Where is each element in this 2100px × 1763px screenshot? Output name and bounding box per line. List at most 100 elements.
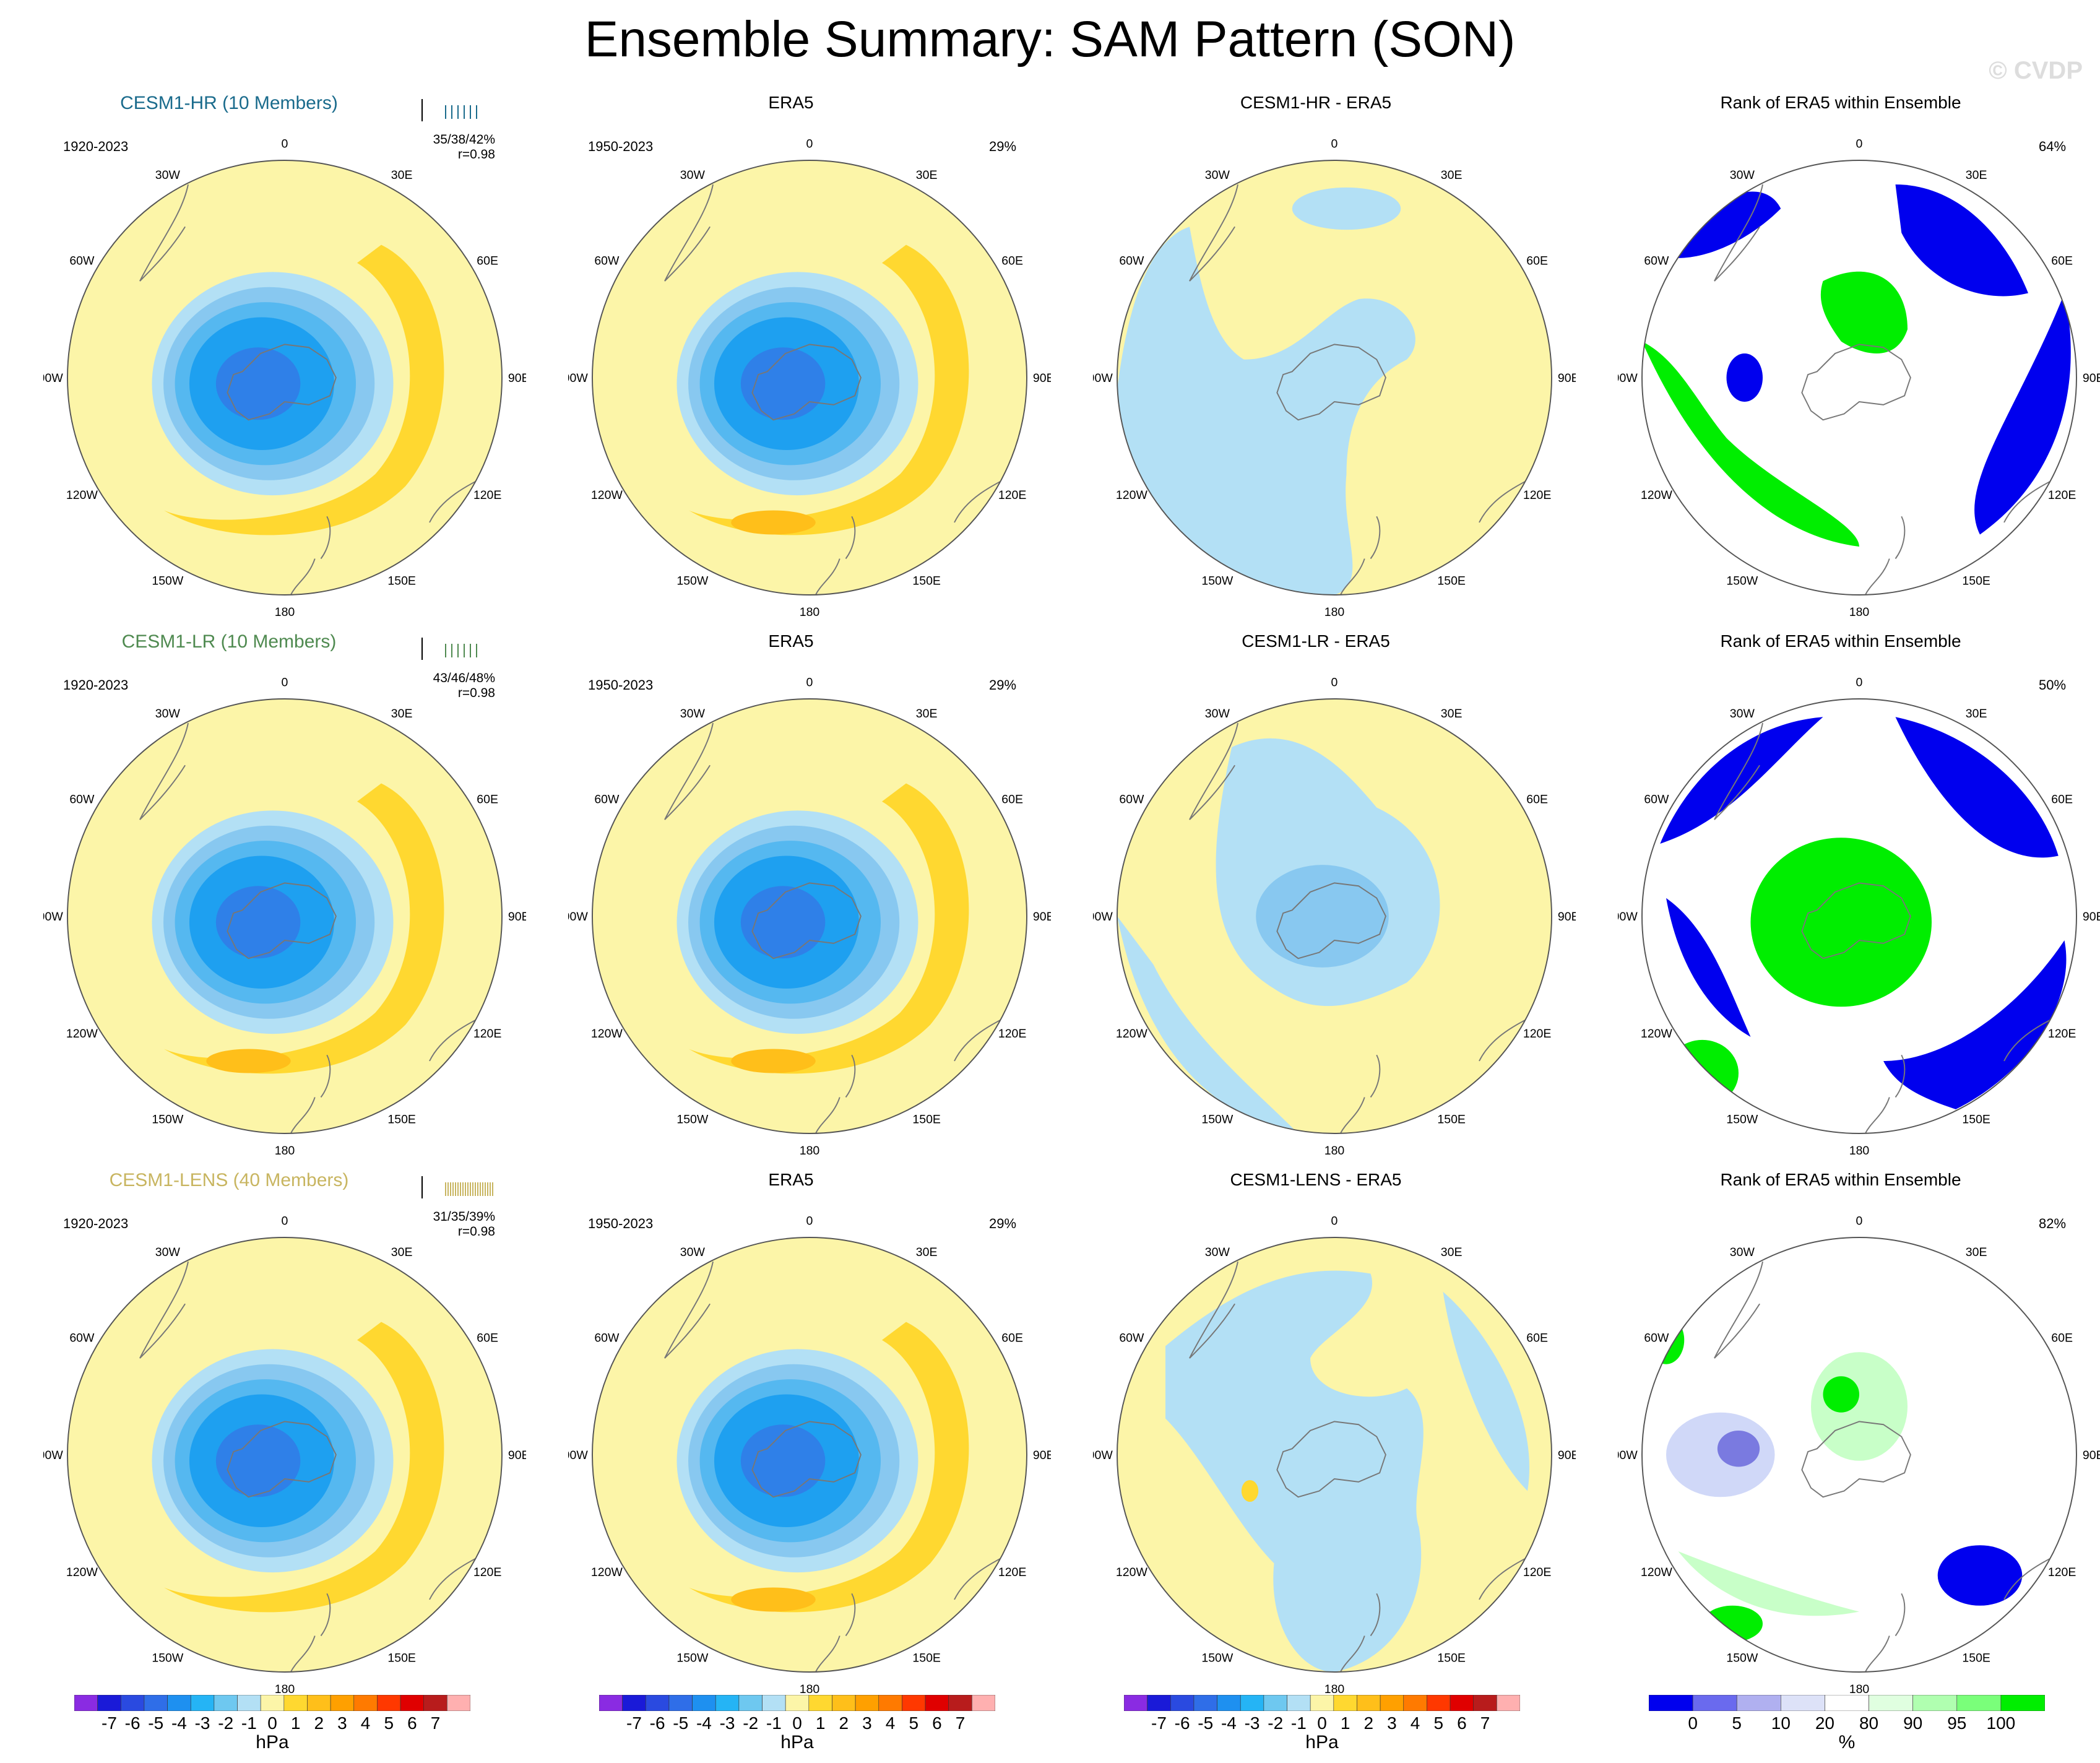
longitude-label: 0: [1856, 1215, 1863, 1228]
longitude-label: 60E: [1001, 254, 1023, 268]
longitude-label: 120E: [998, 488, 1027, 502]
colorbar-swatch: [832, 1694, 856, 1712]
colorbar-swatch: [1147, 1694, 1171, 1712]
longitude-label: 0: [1331, 137, 1338, 151]
new-zealand-coastline: [1864, 1593, 1906, 1672]
period-label: 1950-2023: [588, 139, 654, 154]
longitude-label: 180: [1324, 605, 1345, 619]
cvdp-watermark: © CVDP: [1989, 57, 2083, 84]
colorbar-swatch: [237, 1694, 261, 1712]
rank-percent: 50%: [2039, 677, 2067, 693]
antarctica-coastline: [1801, 882, 1911, 959]
rank-percent: 82%: [2039, 1216, 2067, 1231]
new-zealand-coastline: [1339, 516, 1381, 595]
south-america-coastline: [1189, 184, 1238, 282]
negative-difference-region: [1165, 1270, 1424, 1672]
panel-title: CESM1-LR (10 Members): [121, 631, 337, 652]
hpa-colorbar: -7 -6 -5 -4 -3 -2 -1 0 1 2 3 4 5 6 7 hPa: [74, 1694, 471, 1752]
antarctica-coastline: [227, 882, 337, 959]
longitude-label: 120E: [473, 488, 502, 502]
antarctica-coastline: [227, 1421, 337, 1498]
longitude-label: 30E: [916, 707, 938, 721]
colorbar-swatch: [645, 1694, 670, 1712]
longitude-label: 120E: [1523, 488, 1552, 502]
pattern-stats: 43/46/48% r=0.98: [396, 671, 495, 701]
africa-coastline: [930, 716, 979, 743]
rank-low-core: [1717, 1431, 1760, 1467]
colorbar-swatch: [97, 1694, 121, 1712]
colorbar-label: 2: [839, 1713, 849, 1733]
longitude-label: 180: [1849, 1144, 1870, 1158]
longitude-label: 60E: [477, 1332, 498, 1345]
longitude-label: 90E: [1033, 371, 1051, 385]
colorbar-swatch: [377, 1694, 401, 1712]
longitude-label: 120E: [2048, 1566, 2076, 1579]
negative-anomaly-contour-5: [740, 886, 826, 959]
colorbar-label: 1: [1340, 1713, 1350, 1733]
longitude-label: 120E: [998, 1027, 1027, 1041]
colorbar-label: 5: [384, 1713, 394, 1733]
rank-low-spot: [1726, 353, 1763, 402]
longitude-label: 60W: [1119, 1332, 1144, 1345]
colorbar-label: 2: [314, 1713, 324, 1733]
longitude-label: 60E: [1526, 1332, 1548, 1345]
antarctica-coastline: [751, 344, 862, 421]
colorbar-swatch: [1692, 1694, 1737, 1712]
panel-title: CESM1-HR (10 Members): [120, 93, 338, 113]
panel-title: CESM1-LENS (40 Members): [109, 1170, 349, 1190]
longitude-label: 90E: [1033, 910, 1051, 924]
longitude-label: 60E: [2051, 793, 2073, 807]
panel-title: ERA5: [768, 631, 814, 651]
positive-anomaly-max: [206, 1049, 291, 1073]
pattern-stats: 31/35/39% r=0.98: [396, 1210, 495, 1239]
longitude-label: 60E: [1001, 1332, 1023, 1345]
longitude-label: 150E: [1962, 1112, 1990, 1126]
colorbar-label: 4: [1410, 1713, 1420, 1733]
panel-title: ERA5: [768, 93, 814, 112]
longitude-label: 0: [282, 137, 288, 151]
rank-low-region: [1937, 1545, 2023, 1606]
colorbar-label: 1: [290, 1713, 301, 1733]
pct-variance-range: 43/46/48%: [433, 671, 495, 685]
model-panel: CESM1-HR (10 Members) 1920-2023 35/38/42% r…: [19, 93, 526, 625]
map-border: [67, 698, 503, 1134]
africa-coastline: [930, 178, 979, 205]
longitude-label: 90W: [568, 371, 588, 385]
colorbar-swatch: [1123, 1694, 1147, 1712]
new-zealand-coastline: [1864, 516, 1906, 595]
rank-high-region: [1820, 271, 1908, 353]
colorbar-swatch: [190, 1694, 215, 1712]
longitude-label: 90E: [1558, 1449, 1576, 1462]
rank-low-region: [1666, 898, 1751, 1037]
colorbar-unit: hPa: [780, 1732, 814, 1752]
map-border: [1641, 1237, 2077, 1673]
colorbar-label: -1: [1290, 1713, 1307, 1733]
colorbar-swatch: [785, 1694, 810, 1712]
colorbar-label: -2: [743, 1713, 759, 1733]
new-zealand-coastline: [290, 1593, 331, 1672]
polar-map: 0 30E 60E 90E 120E 150E 180 150W 120W 90W 60W 30W: [1093, 1215, 1576, 1696]
colorbar-label: -4: [696, 1713, 712, 1733]
colorbar-label: -5: [1198, 1713, 1214, 1733]
longitude-label: 90W: [1093, 371, 1113, 385]
longitude-label: 90E: [508, 371, 526, 385]
longitude-label: 0: [282, 1215, 288, 1228]
colorbar-swatch: [808, 1694, 832, 1712]
ensemble-member-strip: [421, 1176, 493, 1198]
colorbar-swatch: [762, 1694, 786, 1712]
colorbar-swatch: [353, 1694, 378, 1712]
longitude-label: 150W: [1201, 1651, 1234, 1665]
longitude-label: 0: [806, 1215, 813, 1228]
hpa-colorbar: -7 -6 -5 -4 -3 -2 -1 0 1 2 3 4 5 6 7 hPa: [598, 1694, 996, 1752]
longitude-label: 150E: [912, 1112, 941, 1126]
rank-panel: Rank of ERA5 within Ensemble 64% 0 30E 60E 90…: [1593, 93, 2100, 625]
longitude-label: 60E: [1001, 793, 1023, 807]
colorbar-swatch: [902, 1694, 926, 1712]
colorbar-swatch: [1403, 1694, 1427, 1712]
rank-panel: Rank of ERA5 within Ensemble 82% 0 30E 60E 90…: [1593, 1170, 2100, 1702]
africa-coastline: [405, 716, 454, 743]
colorbar-label: 20: [1815, 1713, 1835, 1733]
longitude-label: 120W: [1641, 1027, 1673, 1041]
colorbar-label: -1: [766, 1713, 782, 1733]
africa-coastline: [1454, 1255, 1504, 1282]
